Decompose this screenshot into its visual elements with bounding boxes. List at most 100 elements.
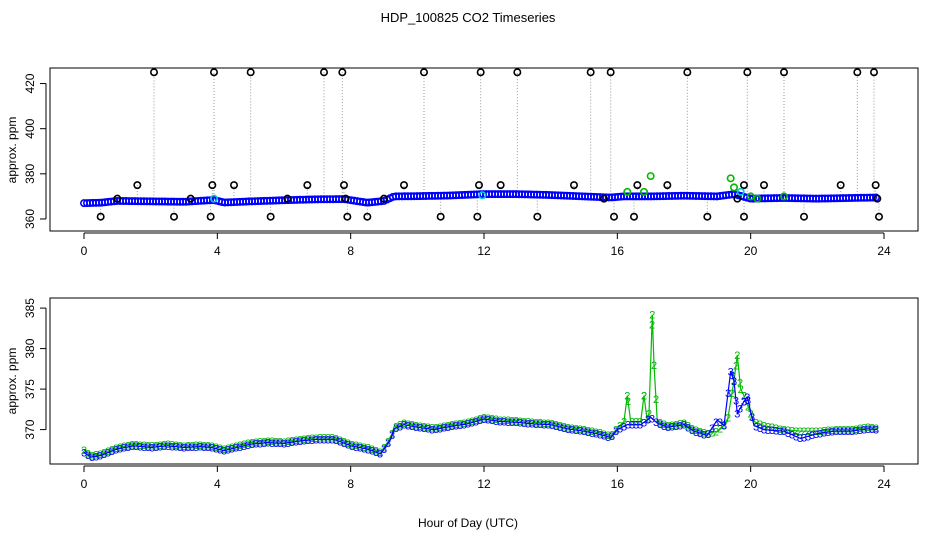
series-2-marker: 2 (81, 445, 87, 457)
outlier-point (599, 194, 608, 203)
green-point (623, 187, 632, 196)
green-point (646, 172, 655, 181)
series-3-marker: 3 (741, 396, 747, 408)
outlier-point (683, 68, 692, 77)
bottom-x-tick-label: 12 (477, 477, 491, 491)
series-3-marker: 3 (645, 414, 651, 426)
series-2-marker: 2 (269, 436, 275, 448)
outlier-point (341, 194, 350, 203)
series-3-marker: 3 (377, 449, 383, 461)
outlier-point (96, 212, 105, 221)
series-2-marker: 2 (669, 420, 675, 432)
bottom-y-axis: 370 375 380 385 (23, 298, 47, 440)
series-2-marker: 2 (261, 436, 267, 448)
series-3-marker: 3 (337, 437, 343, 449)
series-3-marker: 3 (225, 445, 231, 457)
series-3-marker: 3 (413, 422, 419, 434)
series-2-marker: 2 (589, 426, 595, 438)
series-2-marker: 2 (497, 415, 503, 427)
series-2-marker: 2 (221, 444, 227, 456)
top-y-axis-title: approx. ppm (5, 117, 19, 184)
series-3-marker: 3 (705, 429, 711, 441)
outlier-point (379, 194, 388, 203)
series-2-marker: 2 (197, 440, 203, 452)
series-3-marker: 3 (425, 424, 431, 436)
series-3-marker: 3 (701, 429, 707, 441)
series-2-marker: 2 (641, 391, 647, 403)
series-2-marker: 2 (805, 426, 811, 438)
series-3-marker: 3 (761, 425, 767, 437)
series-2-peak-marker: 2 (649, 310, 655, 322)
series-3-marker: 3 (605, 432, 611, 444)
series-3-marker: 3 (373, 447, 379, 459)
series-3-marker: 3 (173, 442, 179, 454)
series-3-marker: 3 (637, 420, 643, 432)
top-x-tick-label: 8 (347, 244, 354, 258)
series-2-marker: 2 (429, 423, 435, 435)
series-3-marker: 3 (537, 419, 543, 431)
series-3-marker: 3 (197, 442, 203, 454)
series-3-marker: 3 (561, 423, 567, 435)
series-3-marker: 3 (549, 420, 555, 432)
series-2-marker: 2 (453, 419, 459, 431)
series-2-marker: 2 (621, 417, 627, 429)
series-3-marker: 3 (497, 416, 503, 428)
outlier-point (609, 212, 618, 221)
series-3-marker: 3 (253, 439, 259, 451)
series-2-marker: 2 (513, 416, 519, 428)
series-3-marker: 3 (357, 443, 363, 455)
series-3-marker: 3 (813, 429, 819, 441)
series-2-marker: 2 (245, 438, 251, 450)
series-3-marker: 3 (817, 428, 823, 440)
series-2-marker: 2 (593, 427, 599, 439)
series-2-marker: 2 (817, 426, 823, 438)
cyan-point (736, 187, 745, 196)
series-3-marker: 3 (517, 418, 523, 430)
series-2-marker: 2 (869, 423, 875, 435)
series-2-marker: 2 (133, 439, 139, 451)
series-3-marker: 3 (677, 420, 683, 432)
outlier-point (779, 68, 788, 77)
series-2-marker: 2 (809, 426, 815, 438)
outlier-point (476, 68, 485, 77)
outlier-point (513, 68, 522, 77)
series-3-marker: 3 (265, 438, 271, 450)
top-green-points (623, 172, 788, 203)
series-3-marker: 3 (237, 442, 243, 454)
series-2-marker: 2 (289, 436, 295, 448)
series-3-marker: 3 (569, 424, 575, 436)
top-panel: 0 4 8 12 16 20 24 360 380 400 420 approx. ppm (5, 67, 919, 258)
outlier-point (703, 212, 712, 221)
series-3-marker: 3 (277, 438, 283, 450)
series-3-marker: 3 (505, 417, 511, 429)
series-3-marker: 3 (789, 430, 795, 442)
series-2-marker: 2 (177, 440, 183, 452)
series-3-marker: 3 (217, 445, 223, 457)
series-2-marker: 2 (821, 426, 827, 438)
series-3-marker: 3 (573, 425, 579, 437)
series-3-marker: 3 (121, 443, 127, 455)
series-3-marker: 3 (345, 440, 351, 452)
series-2-marker: 2 (737, 377, 743, 389)
series-3-marker: 3 (473, 416, 479, 428)
series-3-marker: 3 (109, 446, 115, 458)
series-3-marker: 3 (81, 447, 87, 459)
series-3-marker: 3 (245, 440, 251, 452)
series-3-marker: 3 (533, 419, 539, 431)
outlier-point (419, 68, 428, 77)
series-2-marker: 2 (421, 422, 427, 434)
series-2-peak-marker: 2 (748, 408, 754, 420)
series-2-marker: 2 (617, 420, 623, 432)
series-3-marker: 3 (301, 436, 307, 448)
series-2-marker: 2 (633, 417, 639, 429)
outlier-point (874, 212, 883, 221)
series-3-marker: 3 (209, 443, 215, 455)
series-2-marker: 2 (217, 443, 223, 455)
series-3-marker: 3 (545, 420, 551, 432)
series-2-marker: 2 (229, 442, 235, 454)
series-3-marker: 3 (669, 421, 675, 433)
series-3-marker: 3 (165, 441, 171, 453)
outlier-point (633, 181, 642, 190)
bottom-y-tick-label: 380 (23, 338, 37, 358)
